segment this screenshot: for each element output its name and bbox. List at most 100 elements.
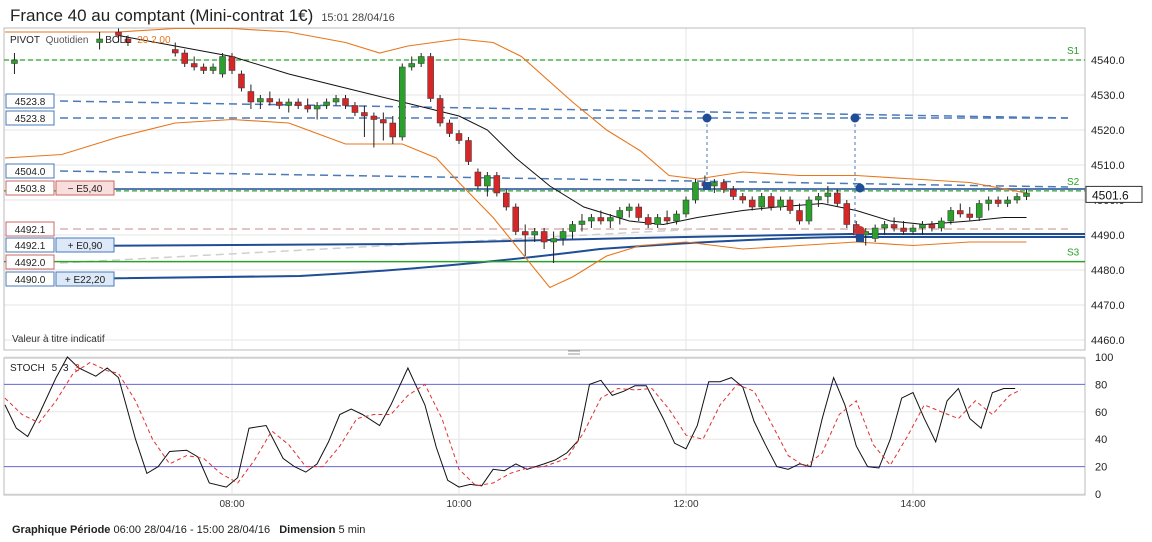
size-value: 5 min xyxy=(338,524,366,536)
indicator-legend: PIVOT Quotidien BOLL 20 2.00 xyxy=(10,35,171,46)
candle-body xyxy=(455,133,463,141)
pivot-label: PIVOT xyxy=(10,35,40,46)
candle-body xyxy=(597,217,605,222)
candle-body xyxy=(11,59,18,64)
order-price-label: 4490.0 xyxy=(15,275,46,286)
price-tick-label: 4530.0 xyxy=(1091,90,1125,102)
candle-body xyxy=(484,175,491,187)
order-line xyxy=(59,233,1085,247)
period-label: Graphique Période xyxy=(12,524,111,536)
candle-body xyxy=(767,196,775,208)
order-marker-square xyxy=(703,182,711,190)
candle-body xyxy=(890,224,898,229)
pivot-label: S3 xyxy=(1067,248,1080,259)
chart-title: France 40 au comptant (Mini-contrat 1€) 1… xyxy=(10,6,395,26)
candle-body xyxy=(323,101,330,106)
candle-body xyxy=(503,192,510,208)
order-labels[interactable]: 4523.8 4523.8 4504.0 4503.8 − E5,40 4492.1 449… xyxy=(5,93,115,287)
order-dashed-line xyxy=(59,228,701,264)
candle-body xyxy=(966,213,973,218)
order-price-label: 4523.8 xyxy=(15,114,46,125)
candle-body xyxy=(370,115,378,120)
stochastic-panel xyxy=(4,356,1085,488)
candle-body xyxy=(654,217,661,225)
candle-body xyxy=(607,217,614,222)
candle-body xyxy=(588,217,595,222)
order-price-label: 4523.8 xyxy=(15,97,46,108)
candle-body xyxy=(871,227,879,239)
candle-body xyxy=(219,56,226,75)
order-price-box xyxy=(5,221,55,237)
candle-body xyxy=(276,101,283,106)
candle-body xyxy=(304,105,311,110)
time-tick-label: 08:00 xyxy=(219,499,244,510)
candle-body xyxy=(928,224,936,229)
stoch-d-line xyxy=(4,361,1022,487)
stoch-tick-label: 100 xyxy=(1095,352,1113,364)
candle-body xyxy=(635,206,642,218)
candle-body xyxy=(673,213,680,222)
time-tick-label: 10:00 xyxy=(446,499,471,510)
order-pl-label: + E0,90 xyxy=(68,241,103,252)
candle-body xyxy=(711,182,718,187)
candle-body xyxy=(285,101,292,106)
candles xyxy=(11,28,1030,263)
candle-body xyxy=(805,199,813,222)
candle-body xyxy=(342,98,349,106)
candle-body xyxy=(947,210,955,222)
order-price-box xyxy=(5,271,55,287)
pivot-period: Quotidien xyxy=(46,35,89,46)
candle-body xyxy=(115,31,122,36)
order-price-label: 4504.0 xyxy=(15,167,46,178)
candle-body xyxy=(919,224,926,229)
order-price-label: 4492.1 xyxy=(15,225,46,236)
boll-lower-band xyxy=(4,118,1027,289)
candle-body xyxy=(417,56,425,64)
stoch-panel-frame xyxy=(3,357,1086,496)
candle-body xyxy=(238,73,245,89)
boll-label: BOLL xyxy=(105,35,131,46)
candle-body xyxy=(446,122,453,134)
order-pl-label: + E22,20 xyxy=(65,275,106,286)
candle-body xyxy=(380,119,387,124)
candle-body xyxy=(957,210,964,215)
order-price-label: 4503.8 xyxy=(15,184,46,195)
candle-body xyxy=(427,56,434,99)
last-price-box xyxy=(1085,185,1143,203)
price-tick-label: 4540.0 xyxy=(1091,55,1125,67)
candle-body xyxy=(900,227,907,232)
price-tick-label: 4520.0 xyxy=(1091,125,1125,137)
stoch-label: STOCH xyxy=(10,363,45,374)
candle-body xyxy=(748,199,756,208)
order-price-box xyxy=(5,93,55,109)
panel-resize-handle[interactable] xyxy=(568,350,580,355)
price-tick-label: 4470.0 xyxy=(1091,300,1125,312)
candle-body xyxy=(644,217,652,225)
candle-body xyxy=(626,206,633,211)
stoch-tick-label: 60 xyxy=(1095,407,1107,419)
candle-body xyxy=(1004,199,1011,204)
candle-body xyxy=(815,196,822,201)
last-price-label: 4501.6 xyxy=(1092,188,1129,202)
candle-body xyxy=(730,189,737,197)
candle-body xyxy=(909,227,917,232)
candle-body xyxy=(408,63,415,68)
candle-body xyxy=(190,63,198,68)
order-line xyxy=(59,236,1085,280)
order-pl-box xyxy=(55,180,115,196)
time-tick-label: 12:00 xyxy=(673,499,698,510)
candle-body xyxy=(200,66,207,71)
instrument-name: France 40 au comptant (Mini-contrat 1€) xyxy=(10,6,314,25)
candle-body xyxy=(96,38,103,43)
boll-params: 20 2.00 xyxy=(137,35,171,46)
candle-body xyxy=(881,224,888,229)
candle-body xyxy=(332,98,340,103)
candle-body xyxy=(361,112,368,117)
candle-body xyxy=(786,199,794,211)
candle-body xyxy=(181,52,188,64)
candle-body xyxy=(493,175,501,194)
indicative-note: Valeur à titre indicatif xyxy=(12,334,105,345)
candle-body xyxy=(1023,192,1030,197)
candle-body xyxy=(313,105,321,110)
